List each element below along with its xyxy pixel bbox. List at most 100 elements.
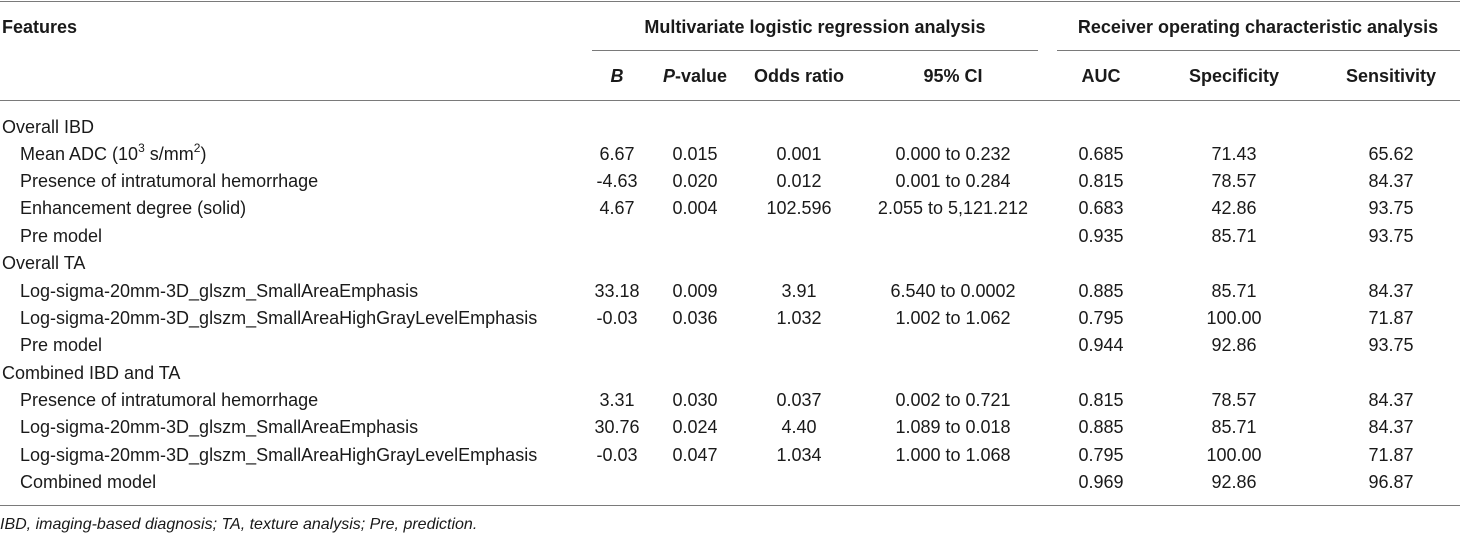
- section-label: Overall TA: [2, 253, 86, 273]
- sens-cell: 84.37: [1368, 417, 1414, 437]
- superscript: 3: [138, 141, 145, 155]
- sens-cell: 65.62: [1368, 144, 1414, 164]
- b-cell: 6.67: [599, 144, 635, 164]
- spec-cell: 78.57: [1211, 171, 1257, 191]
- auc-cell: 0.795: [1078, 445, 1124, 465]
- b-cell: -0.03: [596, 445, 638, 465]
- ci-cell: 0.000 to 0.232: [895, 144, 1011, 164]
- header-p-rest: -value: [674, 66, 728, 86]
- p-cell: 0.036: [672, 308, 718, 328]
- header-ci: 95% CI: [923, 66, 983, 86]
- header-odds-ratio: Odds ratio: [753, 66, 845, 86]
- feature-cell: Enhancement degree (solid): [20, 198, 247, 218]
- p-cell: 0.030: [672, 390, 718, 410]
- spec-cell: 92.86: [1211, 335, 1257, 355]
- b-cell: 33.18: [594, 281, 640, 301]
- ci-cell: 2.055 to 5,121.212: [877, 198, 1029, 218]
- feature-cell: Pre model: [20, 226, 103, 246]
- sens-cell: 84.37: [1368, 171, 1414, 191]
- spec-cell: 100.00: [1206, 445, 1262, 465]
- spec-cell: 78.57: [1211, 390, 1257, 410]
- auc-cell: 0.885: [1078, 417, 1124, 437]
- header-features: Features: [2, 17, 78, 37]
- header-b: B: [610, 66, 624, 86]
- ci-cell: 1.002 to 1.062: [895, 308, 1011, 328]
- feature-cell: Combined model: [20, 472, 157, 492]
- ci-cell: 0.001 to 0.284: [895, 171, 1011, 191]
- b-cell: 4.67: [599, 198, 635, 218]
- group-rule-multivariate: [592, 50, 1038, 51]
- feature-cell: Log-sigma-20mm-3D_glszm_SmallAreaHighGra…: [20, 445, 538, 465]
- feature-cell: Mean ADC (103 s/mm2): [20, 141, 207, 165]
- header-sensitivity: Sensitivity: [1345, 66, 1437, 86]
- auc-cell: 0.685: [1078, 144, 1124, 164]
- auc-cell: 0.815: [1078, 390, 1124, 410]
- top-rule: [0, 1, 1460, 2]
- feature-text-mid: s/mm: [144, 144, 194, 164]
- header-rule: [0, 100, 1460, 101]
- spec-cell: 71.43: [1211, 144, 1257, 164]
- ci-cell: 0.002 to 0.721: [895, 390, 1011, 410]
- header-p-italic: P: [662, 66, 675, 86]
- sens-cell: 93.75: [1368, 226, 1414, 246]
- p-cell: 0.004: [672, 198, 718, 218]
- sens-cell: 84.37: [1368, 390, 1414, 410]
- auc-cell: 0.815: [1078, 171, 1124, 191]
- feature-text-tail: ): [200, 144, 207, 164]
- or-cell: 102.596: [766, 198, 832, 218]
- auc-cell: 0.885: [1078, 281, 1124, 301]
- spec-cell: 92.86: [1211, 472, 1257, 492]
- ci-cell: 6.540 to 0.0002: [890, 281, 1016, 301]
- sens-cell: 71.87: [1368, 308, 1414, 328]
- b-cell: -0.03: [596, 308, 638, 328]
- table-footnote: IBD, imaging-based diagnosis; TA, textur…: [0, 516, 478, 533]
- header-auc: AUC: [1081, 66, 1121, 86]
- bottom-rule: [0, 505, 1460, 506]
- b-cell: -4.63: [596, 171, 638, 191]
- header-group-multivariate: Multivariate logistic regression analysi…: [644, 17, 986, 37]
- sens-cell: 93.75: [1368, 335, 1414, 355]
- sens-cell: 96.87: [1368, 472, 1414, 492]
- or-cell: 1.034: [776, 445, 822, 465]
- auc-cell: 0.795: [1078, 308, 1124, 328]
- or-cell: 0.037: [776, 390, 822, 410]
- superscript: 2: [193, 141, 201, 155]
- header-p-value: P-value: [663, 65, 727, 87]
- group-rule-roc: [1057, 50, 1460, 51]
- feature-cell: Presence of intratumoral hemorrhage: [20, 171, 319, 191]
- ci-cell: 1.000 to 1.068: [895, 445, 1011, 465]
- spec-cell: 100.00: [1206, 308, 1262, 328]
- or-cell: 4.40: [781, 417, 817, 437]
- b-cell: 3.31: [599, 390, 635, 410]
- or-cell: 1.032: [776, 308, 822, 328]
- header-group-roc: Receiver operating characteristic analys…: [1077, 17, 1439, 37]
- feature-text: Mean ADC (10: [20, 144, 139, 164]
- sens-cell: 93.75: [1368, 198, 1414, 218]
- feature-cell: Pre model: [20, 335, 103, 355]
- feature-cell: Log-sigma-20mm-3D_glszm_SmallAreaEmphasi…: [20, 417, 419, 437]
- spec-cell: 85.71: [1211, 226, 1257, 246]
- spec-cell: 85.71: [1211, 417, 1257, 437]
- auc-cell: 0.935: [1078, 226, 1124, 246]
- spec-cell: 85.71: [1211, 281, 1257, 301]
- b-cell: 30.76: [594, 417, 640, 437]
- p-cell: 0.024: [672, 417, 718, 437]
- sens-cell: 84.37: [1368, 281, 1414, 301]
- auc-cell: 0.944: [1078, 335, 1124, 355]
- p-cell: 0.009: [672, 281, 718, 301]
- feature-cell: Log-sigma-20mm-3D_glszm_SmallAreaHighGra…: [20, 308, 538, 328]
- feature-cell: Log-sigma-20mm-3D_glszm_SmallAreaEmphasi…: [20, 281, 419, 301]
- auc-cell: 0.969: [1078, 472, 1124, 492]
- section-label: Combined IBD and TA: [2, 363, 181, 383]
- header-specificity: Specificity: [1188, 66, 1280, 86]
- or-cell: 0.012: [776, 171, 822, 191]
- auc-cell: 0.683: [1078, 198, 1124, 218]
- feature-cell: Presence of intratumoral hemorrhage: [20, 390, 319, 410]
- or-cell: 3.91: [781, 281, 817, 301]
- section-label: Overall IBD: [2, 117, 95, 137]
- p-cell: 0.020: [672, 171, 718, 191]
- sens-cell: 71.87: [1368, 445, 1414, 465]
- spec-cell: 42.86: [1211, 198, 1257, 218]
- ci-cell: 1.089 to 0.018: [895, 417, 1011, 437]
- p-cell: 0.015: [672, 144, 718, 164]
